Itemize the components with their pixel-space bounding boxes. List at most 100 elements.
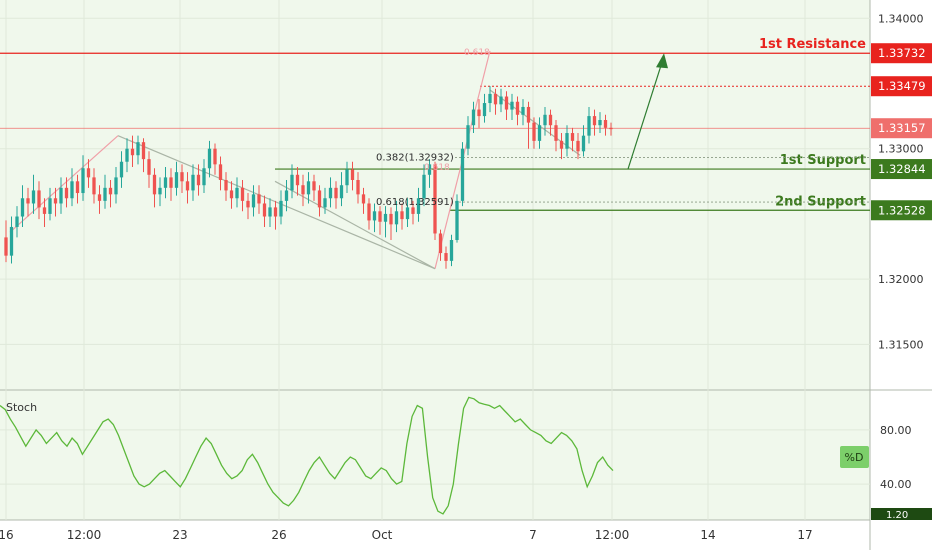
candle-body [438, 233, 443, 254]
candle-body [609, 127, 613, 130]
candle-body [532, 122, 536, 141]
candle-body [499, 96, 503, 105]
candle-body [515, 101, 520, 115]
candle-body [4, 237, 8, 256]
candle-body [218, 164, 223, 180]
candle-body [312, 181, 316, 191]
time-tick-label: 12:00 [595, 528, 630, 542]
candle-body [559, 140, 564, 149]
candle-body [350, 169, 355, 180]
candle-body [592, 116, 597, 126]
candle-body [235, 187, 239, 199]
candle-body [174, 172, 179, 188]
grid-lines [0, 0, 870, 520]
candle-body [565, 133, 569, 149]
candle-body [92, 177, 96, 195]
candle-body [213, 148, 217, 165]
fib-label: 0.618(1.32591) [376, 197, 454, 208]
candle-body [202, 168, 206, 186]
candle-body [59, 187, 63, 204]
time-tick-label: 17 [797, 528, 812, 542]
candle-body [306, 181, 311, 195]
candle-body [163, 177, 168, 188]
candle-body [554, 125, 558, 141]
stoch-value-tag-label: %D [845, 451, 864, 464]
candle-body [9, 226, 14, 256]
candle-body [526, 106, 531, 123]
candle-body [81, 168, 85, 194]
level-label: 1st Support [780, 153, 866, 168]
target-arrow-shaft [627, 59, 664, 170]
candle-body [471, 109, 476, 126]
candle-body [334, 187, 338, 199]
chart-background [0, 0, 870, 520]
candle-body [576, 140, 580, 152]
candle-body [444, 253, 448, 261]
candle-body [158, 187, 162, 195]
candle-body [70, 181, 74, 199]
fibonacci-labels: 0.382(1.32932) 0.618(1.32591) 0.618 0.618 [376, 48, 490, 208]
candle-body [416, 198, 421, 214]
price-tag [871, 159, 932, 180]
candle-body [290, 174, 294, 191]
price-tag-label: 1.33479 [878, 79, 926, 93]
time-tick-label: 26 [271, 528, 286, 542]
target-arrow-head [656, 53, 668, 69]
price-tag-label: 1.33157 [878, 121, 926, 135]
price-tag [871, 118, 932, 139]
candle-body [345, 169, 349, 186]
candle-body [191, 174, 195, 191]
candle-body [581, 135, 586, 152]
price-tags: 1.33732 1.33479 1.33157 1.32844 1.32528 %D 1.2… [840, 43, 932, 521]
candle-body [449, 240, 454, 261]
candle-body [86, 168, 91, 178]
price-tick-label: 1.34000 [878, 12, 924, 25]
price-tick-label: 1.32000 [878, 273, 924, 286]
price-axis[interactable]: 1.34000 1.33000 1.32000 1.31500 80.00 40.00 [878, 12, 924, 491]
candle-body [466, 125, 470, 149]
candle-body [455, 200, 459, 240]
candle-body [356, 180, 360, 195]
level-label: 1st Resistance [759, 37, 866, 52]
candle-body [147, 159, 151, 175]
candle-body [108, 187, 113, 195]
candle-body [378, 211, 382, 222]
candle-body [383, 213, 388, 222]
stoch-tick-label: 80.00 [880, 424, 912, 437]
candle-body [15, 216, 19, 227]
candle-body [339, 185, 344, 199]
candle-body [295, 174, 300, 186]
candle-body [372, 211, 377, 221]
candle-body [389, 213, 393, 225]
candle-body [570, 133, 575, 141]
candle-body [196, 174, 201, 186]
candle-body [180, 172, 184, 182]
candle-body [279, 200, 283, 217]
stoch-line [0, 396, 614, 515]
candle-body [394, 211, 399, 225]
time-tick-label: 14 [700, 528, 715, 542]
candle-body [185, 181, 190, 191]
candle-body [477, 109, 481, 117]
bottom-price-tag-label: 1.20 [886, 510, 908, 521]
time-tick-label: 12:00 [67, 528, 102, 542]
candle-body [53, 198, 58, 204]
candle-body [543, 114, 547, 126]
candle-body [367, 203, 371, 221]
candle-body [598, 120, 602, 126]
candle-body [537, 125, 542, 141]
time-axis[interactable]: 16 12:00 23 26 Oct 7 12:00 14 17 [0, 528, 813, 542]
candle-body [328, 187, 333, 199]
candle-body [460, 148, 465, 201]
candle-body [587, 116, 591, 136]
fib-extension-label: 0.618 [424, 163, 450, 173]
time-tick-label: 23 [172, 528, 187, 542]
candle-body [152, 174, 157, 195]
candle-body [262, 203, 267, 217]
candle-body [405, 207, 410, 220]
candle-body [42, 207, 47, 214]
candle-body [64, 187, 69, 199]
candle-body [141, 142, 146, 160]
